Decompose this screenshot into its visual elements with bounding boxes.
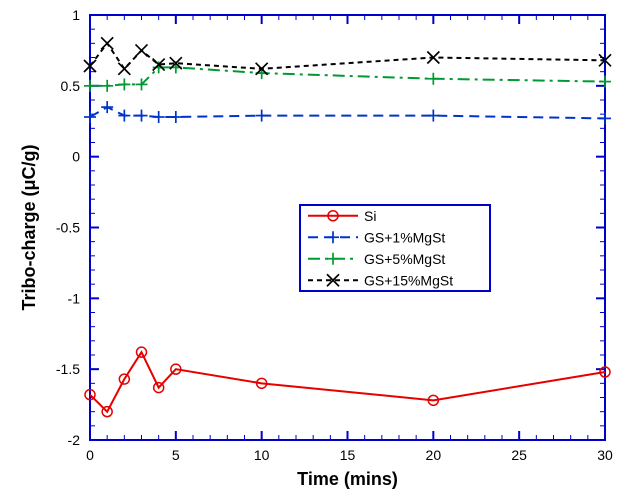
legend-label: GS+15%MgSt <box>364 272 453 288</box>
legend: Si GS+1%MgSt GS+5%MgSt GS+15%MgSt <box>300 205 490 291</box>
x-tick-label: 10 <box>254 447 270 463</box>
y-tick-label: -1.5 <box>56 361 80 377</box>
x-tick-label: 15 <box>340 447 356 463</box>
y-axis-label: Tribo-charge (μC/g) <box>19 144 39 310</box>
y-tick-label: 0 <box>72 149 80 165</box>
x-tick-label: 5 <box>172 447 180 463</box>
x-tick-label: 25 <box>511 447 527 463</box>
y-tick-label: -1 <box>68 290 81 306</box>
legend-label: GS+5%MgSt <box>364 251 445 267</box>
y-tick-label: 0.5 <box>61 78 81 94</box>
legend-label: Si <box>364 208 376 224</box>
x-tick-label: 0 <box>86 447 94 463</box>
tribocharge-chart: 0 5 10 15 20 25 30 -2 -1.5 -1 -0.5 0 0.5 1 Time (mins)… <box>0 0 625 500</box>
y-tick-label: 1 <box>72 7 80 23</box>
x-axis-label: Time (mins) <box>297 469 398 489</box>
x-tick-label: 30 <box>597 447 613 463</box>
y-tick-label: -2 <box>68 432 81 448</box>
x-tick-label: 20 <box>426 447 442 463</box>
y-tick-label: -0.5 <box>56 220 80 236</box>
legend-label: GS+1%MgSt <box>364 229 445 245</box>
